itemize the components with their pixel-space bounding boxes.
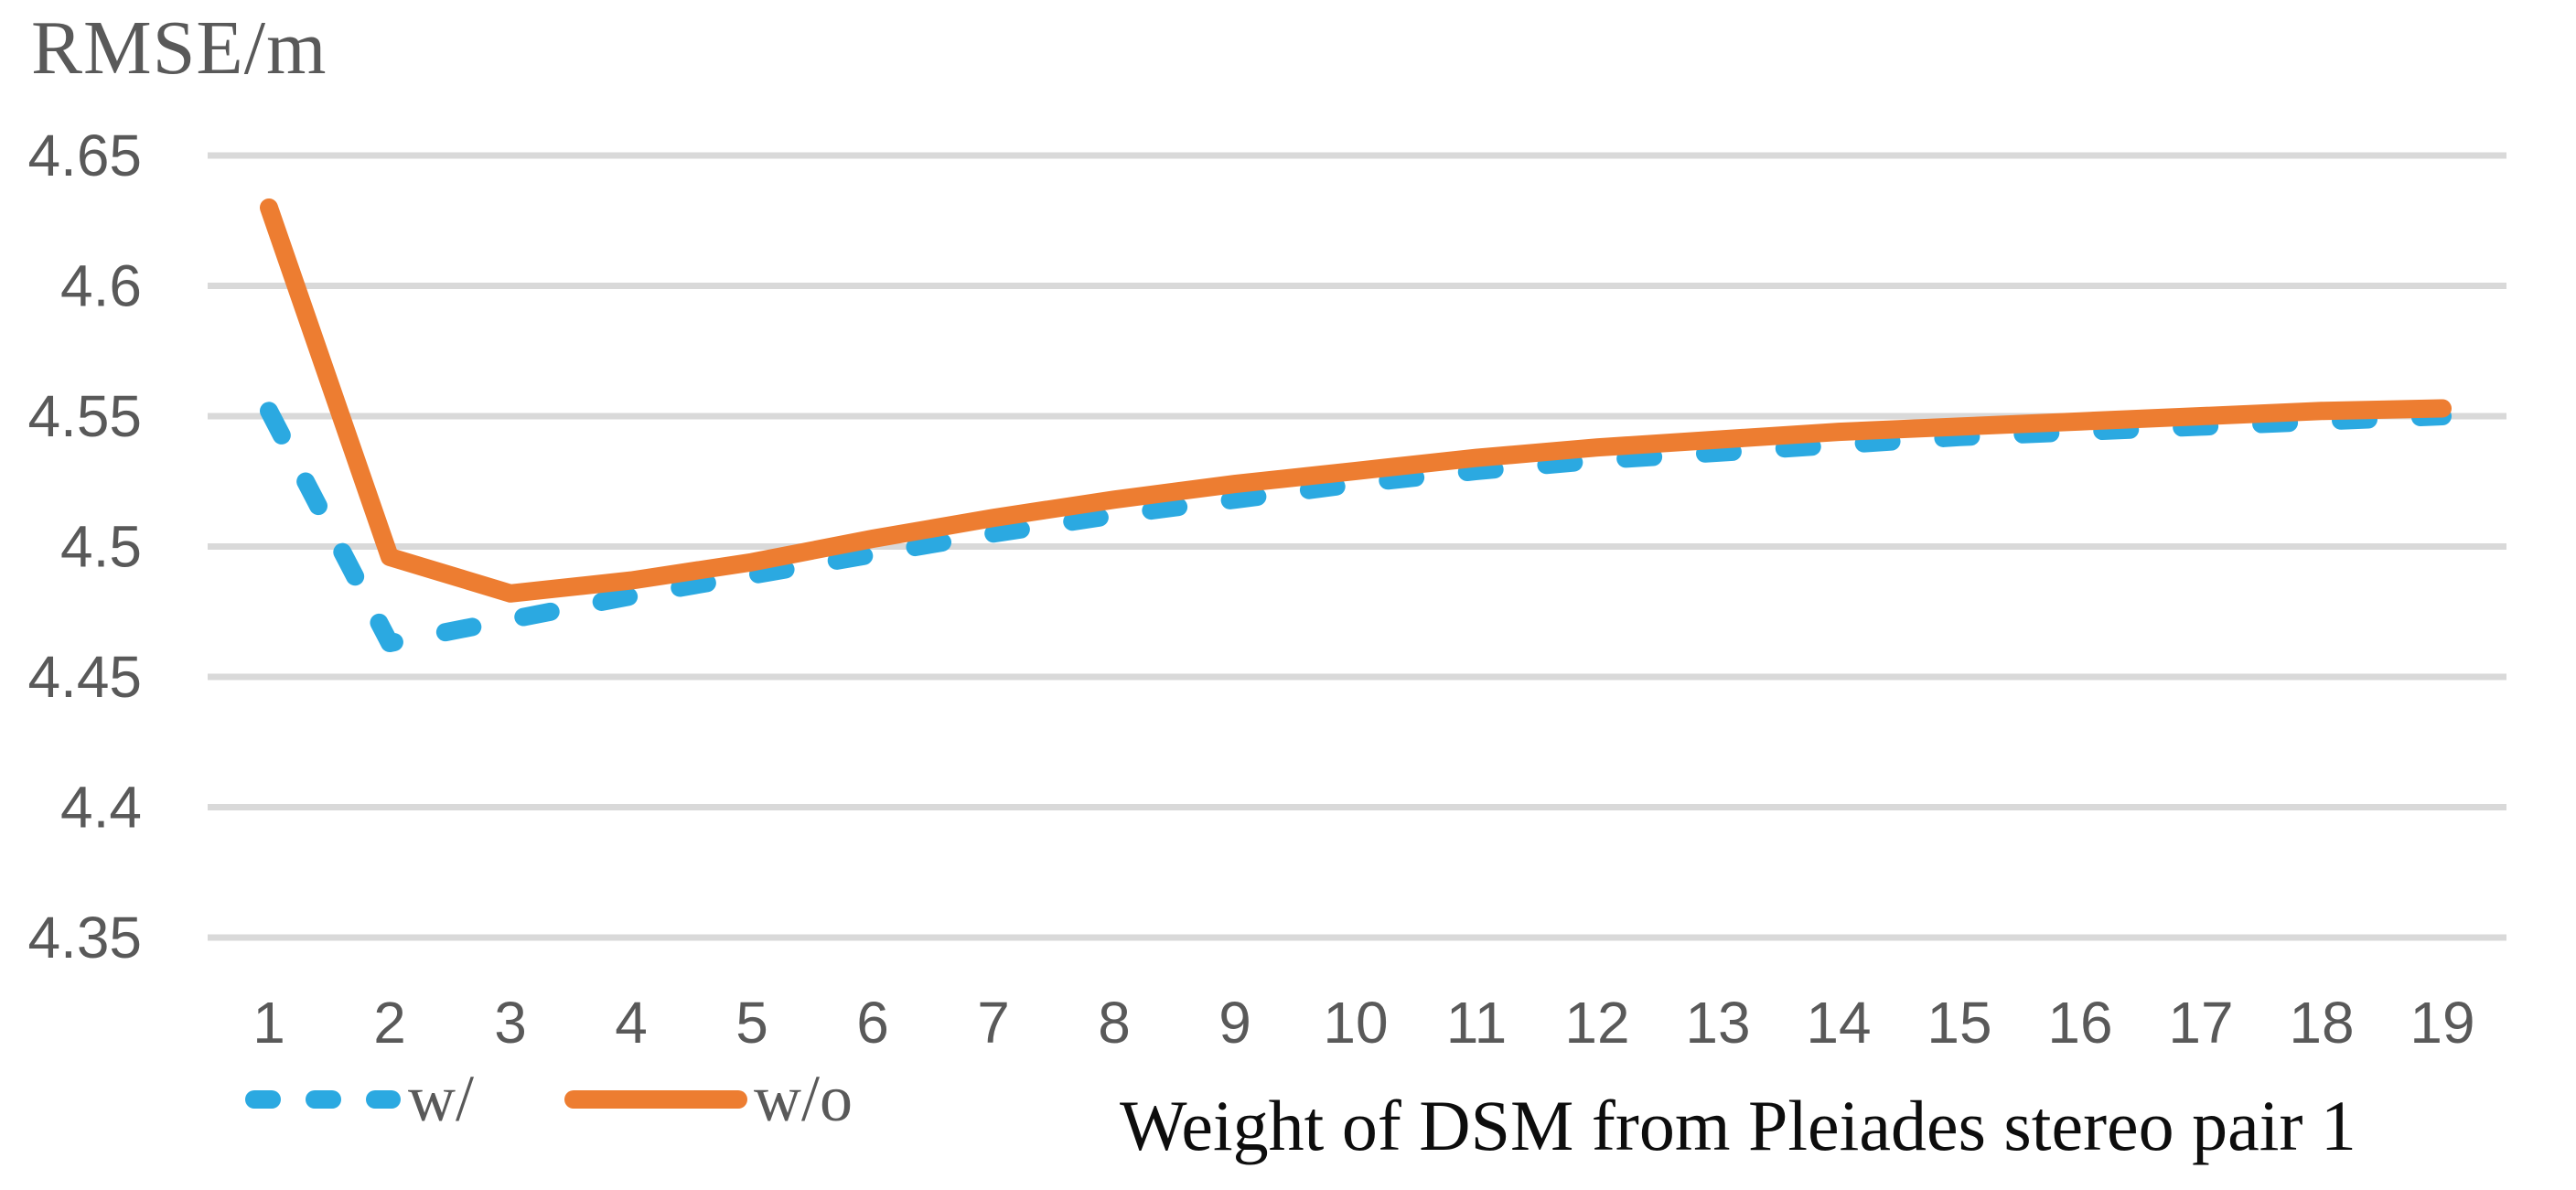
x-tick-label: 15 — [1927, 990, 1991, 1056]
x-axis-tick-labels: 1 2 3 4 5 6 7 8 9 10 11 12 13 14 15 16 17 18 19 — [252, 990, 2474, 1056]
x-tick-label: 19 — [2410, 990, 2474, 1056]
x-axis-title: Weight of DSM from Pleiades stereo pair … — [1120, 1086, 2356, 1165]
y-tick-label: 4.35 — [27, 905, 142, 970]
x-tick-label: 6 — [856, 990, 889, 1056]
x-tick-label: 14 — [1806, 990, 1871, 1056]
x-tick-label: 12 — [1564, 990, 1629, 1056]
x-tick-label: 2 — [373, 990, 406, 1056]
x-tick-label: 17 — [2168, 990, 2233, 1056]
x-tick-label: 9 — [1218, 990, 1251, 1056]
y-axis-title: RMSE/m — [31, 5, 327, 91]
y-tick-label: 4.6 — [60, 253, 142, 319]
x-tick-label: 1 — [252, 990, 285, 1056]
y-tick-label: 4.4 — [60, 775, 142, 841]
y-tick-label: 4.55 — [27, 383, 142, 449]
series-line-w — [260, 402, 2452, 652]
x-tick-label: 18 — [2289, 990, 2354, 1056]
y-tick-label: 4.45 — [27, 644, 142, 710]
series-line-wo — [260, 198, 2452, 603]
x-tick-label: 7 — [977, 990, 1010, 1056]
x-tick-label: 4 — [615, 990, 648, 1056]
x-tick-label: 13 — [1685, 990, 1750, 1056]
x-tick-label: 5 — [735, 990, 768, 1056]
gridlines — [208, 152, 2506, 941]
legend-label-w: w/ — [408, 1062, 474, 1135]
y-axis-tick-labels: 4.65 4.6 4.55 4.5 4.45 4.4 4.35 — [27, 123, 142, 970]
y-tick-label: 4.5 — [60, 514, 142, 580]
x-tick-label: 11 — [1446, 990, 1507, 1056]
x-tick-label: 8 — [1098, 990, 1131, 1056]
x-tick-label: 10 — [1323, 990, 1388, 1056]
y-tick-label: 4.65 — [27, 123, 142, 188]
x-tick-label: 16 — [2047, 990, 2112, 1056]
legend-label-wo: w/o — [754, 1062, 853, 1135]
x-tick-label: 3 — [494, 990, 527, 1056]
